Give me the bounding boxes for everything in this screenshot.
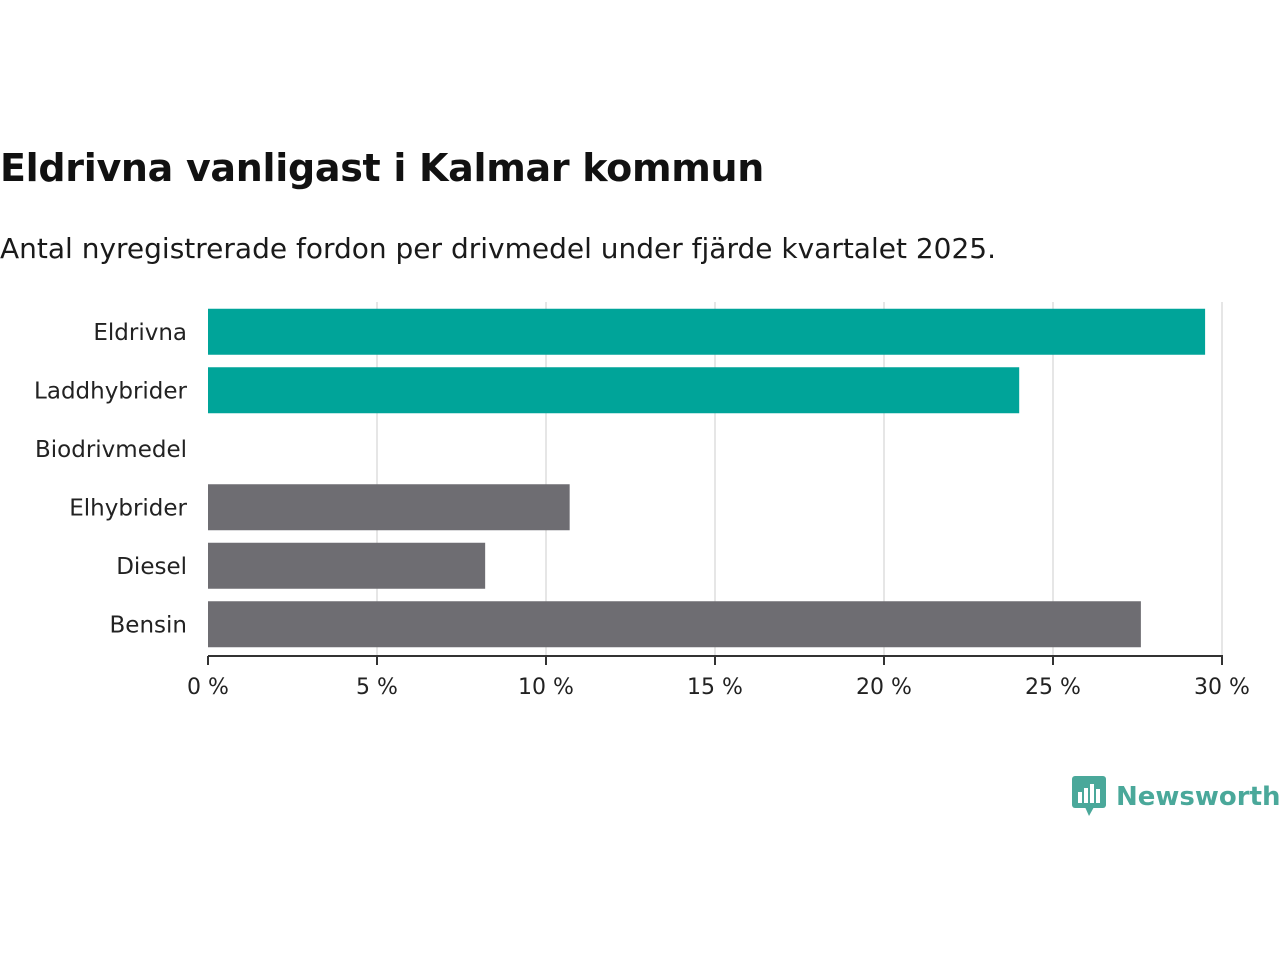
x-tick-label: 30 % — [1194, 675, 1250, 700]
category-label: Biodrivmedel — [35, 437, 187, 463]
bar-bensin — [208, 601, 1141, 648]
category-label: Laddhybrider — [34, 378, 187, 404]
x-axis: 0 % 5 % 10 % 15 % 20 % 25 % 30 % — [187, 655, 1250, 700]
bar-eldrivna — [208, 308, 1206, 355]
category-label: Eldrivna — [93, 320, 187, 346]
chart-title: Eldrivna vanligast i Kalmar kommun — [0, 146, 765, 190]
bar-laddhybrider — [208, 367, 1020, 414]
x-tick-label: 5 % — [356, 675, 398, 700]
bar-elhybrider — [208, 484, 570, 531]
chart-subtitle: Antal nyregistrerade fordon per drivmede… — [0, 232, 997, 265]
bars — [208, 308, 1206, 648]
x-tick-label: 25 % — [1025, 675, 1081, 700]
x-tick-label: 15 % — [687, 675, 743, 700]
category-label: Diesel — [116, 554, 187, 580]
category-labels: Eldrivna Laddhybrider Biodrivmedel Elhybrid… — [34, 320, 187, 639]
bar-chart: Eldrivna Laddhybrider Biodrivmedel Elhybrid… — [34, 302, 1250, 700]
category-label: Elhybrider — [69, 495, 187, 521]
grid-lines — [376, 302, 1223, 656]
category-label: Bensin — [110, 612, 187, 638]
bar-chart-speech-bubble-icon — [1072, 776, 1106, 816]
newsworthy-logo: Newsworthy — [1072, 776, 1280, 818]
x-tick-label: 10 % — [518, 675, 574, 700]
brand-name: Newsworthy — [1116, 782, 1280, 812]
x-tick-label: 20 % — [856, 675, 912, 700]
bar-diesel — [208, 542, 486, 589]
x-tick-label: 0 % — [187, 675, 229, 700]
